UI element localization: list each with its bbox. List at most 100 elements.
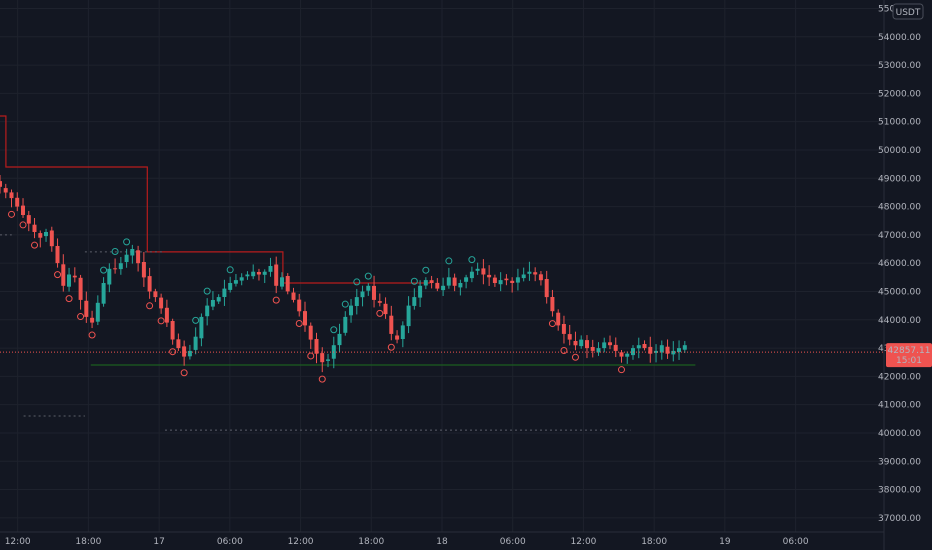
candle-body: [285, 276, 290, 292]
candle-body: [677, 348, 681, 353]
price-tick-label: 40000.00: [878, 429, 921, 439]
buy-signal-marker: [468, 256, 476, 264]
candle-body: [170, 321, 175, 340]
price-tick-label: 49000.00: [878, 174, 921, 184]
candle-body: [205, 305, 210, 317]
candle-body: [239, 277, 244, 281]
time-tick-label: 18:00: [358, 537, 384, 547]
candle-body: [659, 345, 664, 353]
sell-signal-marker: [169, 348, 177, 356]
candle-countdown: 15:01: [896, 356, 922, 366]
candle-body: [613, 344, 618, 351]
candle-body: [199, 316, 204, 339]
buy-signal-marker: [341, 300, 349, 308]
candle-body: [446, 277, 451, 286]
candle-body: [412, 297, 417, 306]
candle-body: [308, 325, 313, 340]
candle-body: [521, 274, 526, 279]
price-tick-label: 54000.00: [878, 33, 921, 43]
candle-body: [435, 282, 440, 289]
candle-body: [233, 280, 238, 284]
candle-body: [475, 268, 480, 271]
candle-body: [556, 312, 561, 326]
candle-body: [67, 274, 71, 287]
grid-lines: [0, 0, 884, 532]
candle-body: [625, 353, 630, 357]
candle-body: [383, 303, 388, 315]
candle-body: [326, 359, 330, 361]
candle-body: [510, 280, 515, 283]
buy-signal-marker: [330, 326, 338, 334]
price-tick-label: 42000.00: [878, 372, 921, 382]
candle-body: [141, 262, 146, 278]
currency-badge[interactable]: USDT: [892, 3, 924, 20]
candle-body: [498, 280, 503, 285]
candle-body: [389, 315, 394, 334]
candle-body: [15, 197, 20, 207]
candle-body: [44, 232, 48, 237]
candle-body: [682, 345, 687, 350]
buy-signal-marker: [410, 277, 418, 285]
candle-body: [136, 250, 141, 264]
price-tick-label: 37000.00: [878, 514, 921, 524]
candle-body: [176, 339, 181, 349]
candle-body: [636, 345, 641, 349]
candle-body: [251, 271, 256, 277]
sell-signal-marker: [77, 313, 85, 321]
sell-signal-marker: [376, 309, 384, 317]
candle-body: [602, 342, 607, 349]
price-tick-label: 48000.00: [878, 203, 921, 213]
candle-body: [654, 350, 658, 353]
candle-body: [665, 346, 670, 354]
candle-body: [314, 339, 319, 354]
candle-body: [187, 350, 192, 357]
candle-body: [147, 276, 152, 292]
price-tick-label: 47000.00: [878, 231, 921, 241]
candle-body: [3, 188, 8, 193]
sell-signal-marker: [618, 366, 626, 374]
candle-body: [84, 300, 89, 317]
candle-body: [210, 300, 215, 307]
candle-body: [452, 277, 457, 286]
candle-body: [349, 305, 353, 316]
candle-body: [423, 280, 428, 286]
candle-body: [55, 246, 60, 264]
candle-body: [101, 283, 106, 304]
candle-body: [222, 288, 227, 297]
candle-body: [395, 335, 400, 340]
candle-body: [619, 352, 624, 357]
price-tick-label: 45000.00: [878, 287, 921, 297]
candle-body: [320, 353, 325, 363]
candle-body: [130, 249, 135, 256]
time-axis[interactable]: 12:00 18:00 17 06:00 12:00 18:00 18 06:00 12:00 1…: [5, 537, 809, 547]
candle-body: [72, 275, 77, 278]
price-tick-label: 51000.00: [878, 118, 921, 128]
candle-body: [297, 299, 302, 312]
candle-body: [492, 277, 497, 283]
candle-body: [527, 271, 532, 274]
time-tick-label: 06:00: [500, 537, 526, 547]
candle-body: [32, 224, 37, 232]
price-tick-label: 41000.00: [878, 401, 921, 411]
sell-signal-marker: [31, 241, 39, 249]
time-tick-label: 17: [153, 537, 164, 547]
sell-signal-marker: [157, 317, 165, 325]
candle-body: [400, 325, 405, 339]
candle-body: [372, 285, 376, 300]
candle-body: [671, 350, 676, 355]
candle-body: [159, 297, 164, 309]
candle-body: [585, 340, 589, 349]
candle-body: [49, 230, 54, 247]
candle-body: [262, 271, 267, 275]
buy-signal-marker: [364, 272, 372, 280]
candle-body: [38, 233, 43, 238]
candle-body: [9, 192, 14, 199]
candle-body: [216, 297, 221, 302]
sell-signal-marker: [571, 353, 579, 361]
candle-body: [61, 264, 66, 286]
candles: [0, 174, 687, 373]
buy-signal-marker: [445, 257, 453, 265]
candle-body: [153, 291, 158, 298]
